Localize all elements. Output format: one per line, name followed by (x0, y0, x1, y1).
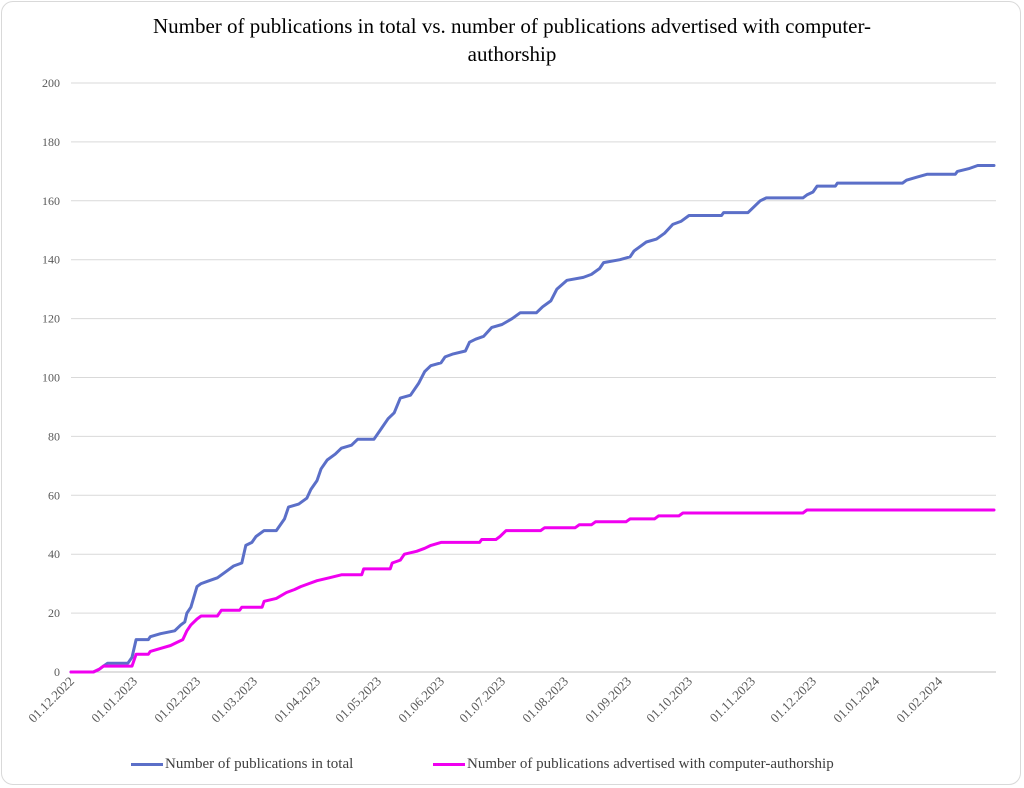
y-tick-label: 160 (42, 194, 60, 208)
y-tick-label: 180 (42, 135, 60, 149)
x-tick-label: 01.11.2023 (707, 674, 759, 726)
y-tick-label: 100 (42, 371, 60, 385)
legend-item-total[interactable]: Number of publications in total (131, 756, 353, 773)
x-tick-label: 01.10.2023 (643, 674, 695, 726)
y-tick-label: 140 (42, 253, 60, 267)
y-tick-label: 0 (54, 665, 60, 679)
x-tick-label: 01.06.2023 (395, 674, 447, 726)
x-tick-label: 01.09.2023 (582, 674, 634, 726)
x-tick-label: 01.07.2023 (456, 674, 508, 726)
x-tick-label: 01.02.2024 (893, 673, 945, 725)
x-tick-label: 01.04.2023 (271, 674, 323, 726)
y-tick-label: 40 (48, 547, 60, 561)
y-tick-label: 80 (48, 429, 60, 443)
series-line-computer-authorship (69, 508, 996, 674)
x-tick-label: 01.01.2024 (830, 673, 882, 725)
y-tick-label: 120 (42, 312, 60, 326)
legend-label-total: Number of publications in total (165, 756, 354, 772)
legend-item-computer-authorship[interactable]: Number of publications advertised with c… (433, 756, 834, 773)
chart-title-line-1: Number of publications in total vs. numb… (152, 14, 872, 38)
chart-title: Number of publications in total vs. numb… (0, 12, 1024, 68)
x-tick-label: 01.08.2023 (519, 674, 571, 726)
legend-swatch-total (131, 763, 163, 766)
legend: Number of publications in total Number o… (0, 756, 1024, 778)
series-line-total (69, 164, 996, 674)
y-tick-label: 20 (48, 606, 60, 620)
legend-label-computer-authorship: Number of publications advertised with c… (467, 756, 834, 772)
y-tick-label: 200 (42, 76, 60, 90)
legend-swatch-computer-authorship (433, 763, 465, 766)
x-tick-label: 01.12.2023 (767, 674, 819, 726)
x-tick-label: 01.03.2023 (208, 674, 260, 726)
x-tick-label: 01.02.2023 (151, 674, 203, 726)
x-tick-label: 01.12.2022 (25, 674, 77, 726)
x-tick-label: 01.05.2023 (332, 674, 384, 726)
y-tick-label: 60 (48, 488, 60, 502)
x-tick-label: 01.01.2023 (88, 674, 140, 726)
chart-title-line-2: authorship (467, 42, 557, 66)
